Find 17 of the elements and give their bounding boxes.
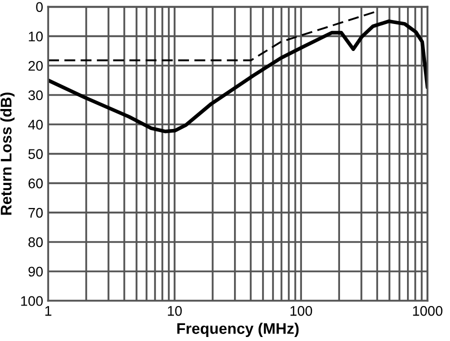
x-tick-label: 1000 bbox=[413, 306, 442, 316]
y-tick-label: 50 bbox=[28, 149, 43, 159]
x-tick-label: 1 bbox=[45, 306, 52, 316]
y-tick-label: 70 bbox=[28, 208, 43, 218]
y-axis-title: Return Loss (dB) bbox=[0, 92, 15, 215]
y-tick-label: 30 bbox=[28, 90, 43, 100]
y-tick-label: 100 bbox=[21, 296, 43, 306]
y-tick-label: 90 bbox=[28, 266, 43, 277]
y-tick-label: 80 bbox=[28, 237, 43, 248]
x-tick-label: 10 bbox=[168, 306, 182, 316]
x-tick-label: 100 bbox=[290, 306, 312, 316]
x-axis-title: Frequency (MHz) bbox=[177, 322, 299, 337]
y-tick-label: 10 bbox=[28, 32, 43, 42]
y-tick-label: 20 bbox=[28, 60, 43, 71]
y-tick-label: 60 bbox=[28, 178, 43, 188]
y-tick-label: 40 bbox=[28, 120, 43, 130]
y-tick-label: 0 bbox=[36, 2, 43, 12]
